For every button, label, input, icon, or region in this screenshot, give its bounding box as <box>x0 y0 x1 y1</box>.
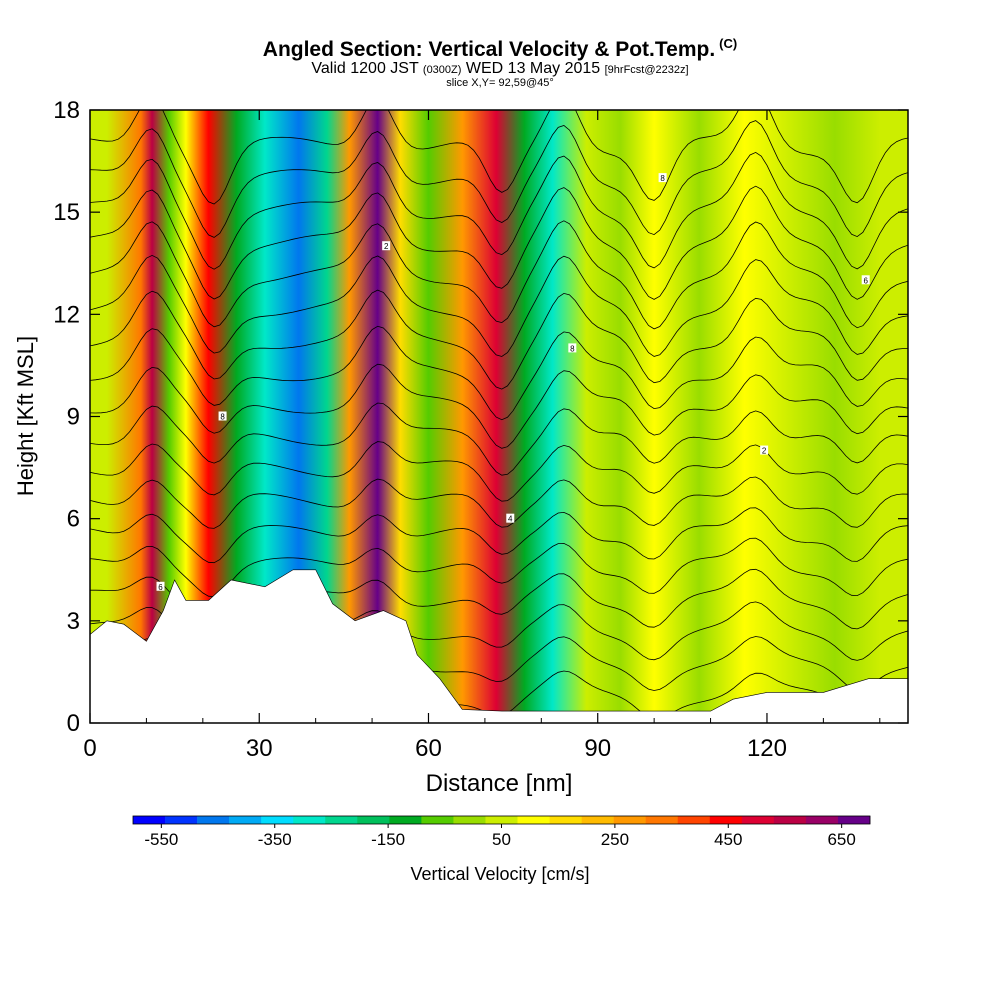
colorbar-tick-label: -350 <box>258 830 292 849</box>
contour-label: 2 <box>762 447 767 456</box>
colorbar-swatch <box>709 816 743 824</box>
x-tick-label: 120 <box>747 735 787 762</box>
contour-label-bg <box>568 343 577 353</box>
colorbar-tick-label: 50 <box>492 830 511 849</box>
isentrope-line <box>90 402 908 476</box>
colorbar-swatch <box>837 816 871 824</box>
y-tick-label: 6 <box>67 506 80 533</box>
y-tick-label: 18 <box>53 97 80 124</box>
chart-title-tag: (C) <box>719 36 738 51</box>
isentrope-line <box>90 254 908 357</box>
colorbar-swatch <box>197 816 230 824</box>
x-tick-label: 30 <box>246 735 273 762</box>
contour-label: 8 <box>570 344 575 353</box>
isentrope-line <box>90 289 908 390</box>
chart-title-text: Angled Section: Vertical Velocity & Pot.… <box>262 38 716 61</box>
isentrope-line <box>90 120 908 238</box>
y-tick-label: 0 <box>67 710 80 737</box>
x-tick-label: 60 <box>415 735 442 762</box>
isentrope-line <box>90 151 908 270</box>
colorbar-swatch <box>581 816 614 824</box>
colorbar-swatch <box>677 816 711 824</box>
x-tick-label: 0 <box>83 735 96 762</box>
contour-label-bg <box>506 513 515 523</box>
plot-area: 6 8 2 4 8 8 2 6 <box>90 110 908 723</box>
colorbar-swatch <box>645 816 679 824</box>
isentrope-line <box>90 185 908 300</box>
subtitle-valid: Valid 1200 JST <box>311 60 419 77</box>
chart-title: Angled Section: Vertical Velocity & Pot.… <box>0 36 1000 62</box>
colorbar-swatch <box>613 816 646 824</box>
isentrope-contours <box>90 110 908 720</box>
colorbar-swatch <box>261 816 294 824</box>
isentrope-line <box>90 220 908 330</box>
y-tick-label: 12 <box>53 301 80 328</box>
x-axis: 0 30 60 90 120 <box>83 110 881 762</box>
contour-label: 4 <box>508 515 513 524</box>
colorbar-tick-label: 650 <box>827 830 855 849</box>
colorbar-swatch <box>165 816 198 824</box>
isentrope-line <box>90 476 908 529</box>
terrain-mask <box>90 569 908 723</box>
colorbar-swatch <box>773 816 807 824</box>
contour-label-bg <box>218 411 227 421</box>
x-tick-label: 90 <box>584 735 611 762</box>
contour-label-bg <box>760 445 769 455</box>
isentrope-line <box>90 507 908 564</box>
contour-label: 8 <box>660 174 665 183</box>
colorbar: -550 -350 -150 50 250 450 650 <box>132 815 871 849</box>
colorbar-tick-label: 450 <box>714 830 742 849</box>
isentrope-line <box>90 325 908 421</box>
contour-label: 8 <box>220 413 225 422</box>
subtitle-zulu: (0300Z) <box>422 64 462 76</box>
colorbar-swatch <box>357 816 390 824</box>
contour-labels: 6 8 2 4 8 8 2 6 <box>156 173 870 592</box>
subtitle-forecast: [9hrFcst@2232z] <box>604 64 689 76</box>
colorbar-tick-label: 250 <box>601 830 629 849</box>
y-axis-label: Height [Kft MSL] <box>13 336 38 496</box>
colorbar-swatch <box>389 816 422 824</box>
contour-label: 6 <box>863 276 868 285</box>
y-tick-label: 9 <box>67 404 80 431</box>
y-tick-label: 15 <box>53 199 80 226</box>
contour-label-bg <box>382 241 391 251</box>
colorbar-swatch <box>485 816 518 824</box>
colorbar-swatch <box>549 816 582 824</box>
colorbar-swatch <box>805 816 839 824</box>
x-axis-label: Distance [nm] <box>426 770 573 797</box>
slice-info: slice X,Y= 92,59@45° <box>446 77 554 89</box>
contour-label-bg <box>861 275 870 285</box>
contour-label: 2 <box>384 242 389 251</box>
colorbar-swatch <box>421 816 454 824</box>
colorbar-swatch <box>229 816 262 824</box>
contour-label-bg <box>658 173 667 183</box>
subtitle-date: WED 13 May 2015 <box>465 60 601 77</box>
colorbar-swatch <box>325 816 358 824</box>
colorbar-label: Vertical Velocity [cm/s] <box>410 864 589 884</box>
y-axis: 0 3 6 9 12 15 18 <box>53 97 908 737</box>
isentrope-line <box>90 363 908 449</box>
colorbar-swatch <box>741 816 775 824</box>
colorbar-tick-label: -150 <box>371 830 405 849</box>
colorbar-swatch <box>293 816 326 824</box>
contour-label: 6 <box>158 583 163 592</box>
colorbar-swatch <box>517 816 550 824</box>
isentrope-line <box>90 441 908 502</box>
contour-label-bg <box>156 581 165 591</box>
colorbar-tick-label: -550 <box>144 830 178 849</box>
y-tick-label: 3 <box>67 608 80 635</box>
chart-subtitle: Valid 1200 JST (0300Z) WED 13 May 2015 [… <box>0 60 1000 78</box>
colorbar-swatch <box>453 816 486 824</box>
colorbar-swatch <box>133 816 166 824</box>
isentrope-line <box>90 110 908 205</box>
